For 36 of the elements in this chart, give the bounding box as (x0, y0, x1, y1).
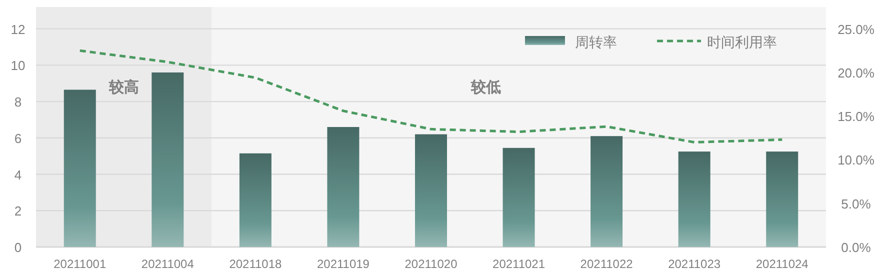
y2-tick-label: 5.0% (841, 196, 872, 212)
x-tick-label: 20211021 (492, 257, 546, 271)
bar (64, 90, 96, 247)
legend-label: 周转率 (575, 34, 617, 50)
x-tick-label: 20211019 (316, 257, 370, 271)
y2-tick-label: 10.0% (838, 152, 875, 168)
y-tick-label: 10 (10, 58, 26, 74)
line-series (78, 49, 784, 144)
bar (327, 127, 360, 247)
x-tick-label: 20211020 (404, 257, 458, 271)
y2-tick-label: 0.0% (841, 240, 872, 255)
band-label: 较高 (108, 78, 139, 96)
x-tick-label: 20211004 (141, 257, 194, 271)
annotation: 较低 (470, 79, 501, 96)
bar (678, 152, 710, 247)
y2-tick-label: 20.0% (838, 65, 875, 80)
bar (502, 148, 535, 247)
y-tick-label: 12 (10, 22, 26, 37)
y-tick-label: 4 (14, 167, 22, 182)
bar (415, 134, 447, 247)
legend-label: 时间利用率 (707, 34, 777, 50)
x-tick-label: 20211001 (54, 257, 106, 271)
bar (239, 153, 272, 247)
bar (766, 152, 798, 247)
x-tick-label: 20211018 (229, 257, 282, 271)
x-tick-label: 20211024 (756, 257, 809, 271)
y2-tick-label: 25.0% (838, 22, 875, 37)
x-tick-label: 20211022 (580, 257, 634, 271)
y-tick-label: 8 (14, 94, 22, 110)
y2-tick-label: 15.0% (838, 109, 875, 124)
y-tick-label: 0 (14, 240, 22, 255)
bar (152, 72, 184, 247)
bar (590, 136, 623, 247)
x-tick-label: 20211023 (668, 257, 721, 271)
y-tick-label: 2 (14, 204, 22, 219)
y-tick-label: 6 (14, 130, 22, 146)
